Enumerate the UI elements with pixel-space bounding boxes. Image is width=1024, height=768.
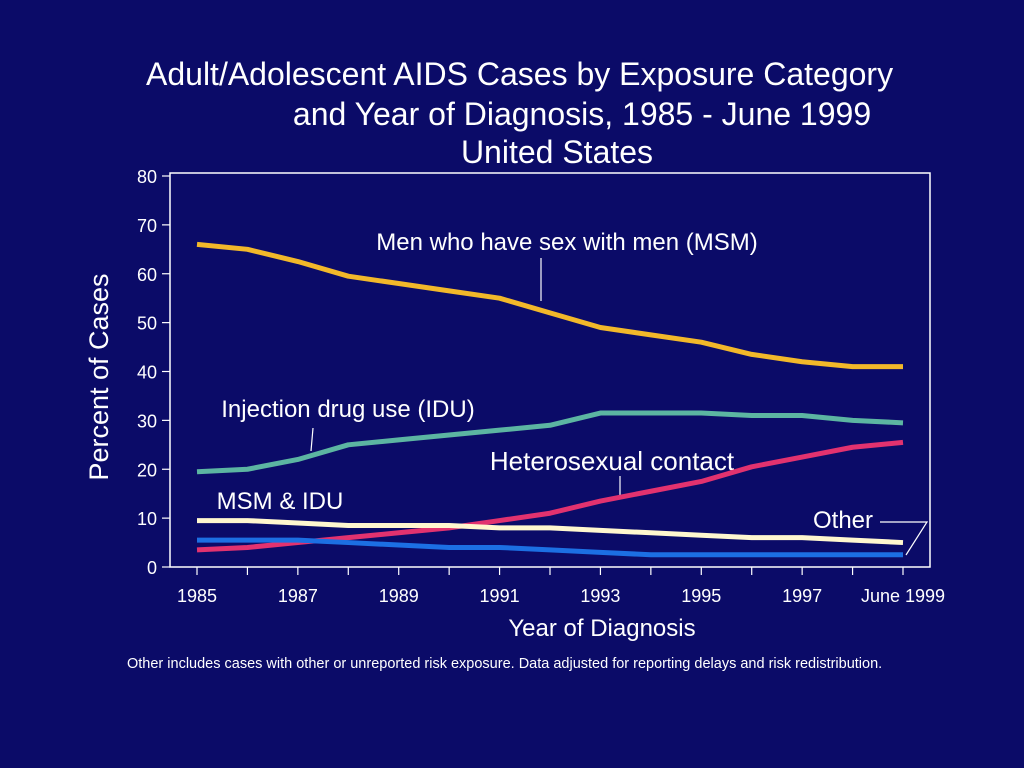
y-tick-label: 10 [137,509,157,529]
series-line [197,518,904,546]
footnote: Other includes cases with other or unrep… [127,656,883,672]
x-tick-label: June 1999 [861,586,945,606]
y-tick-label: 0 [147,558,157,578]
title-line: United States [461,134,653,170]
y-tick-label: 40 [137,363,157,383]
series-label: Heterosexual contact [490,446,735,476]
title-line: Adult/Adolescent AIDS Cases by Exposure … [146,56,893,92]
series-label: Injection drug use (IDU) [221,396,474,423]
y-tick-label: 30 [137,411,157,431]
y-axis-label: Percent of Cases [84,273,114,480]
y-tick-label: 80 [137,167,157,187]
series-label: Men who have sex with men (MSM) [376,229,757,256]
x-tick-label: 1991 [480,586,520,606]
y-tick-label: 60 [137,265,157,285]
y-tick-label: 20 [137,460,157,480]
x-axis-label: Year of Diagnosis [508,615,695,642]
series-line [197,537,903,558]
x-tick-label: 1993 [580,586,620,606]
series-label: MSM & IDU [217,488,344,515]
leader-line [880,521,929,556]
x-tick-label: 1997 [782,586,822,606]
x-tick-label: 1987 [278,586,318,606]
series-line [196,410,904,475]
leader-line [310,427,314,452]
x-tick-label: 1989 [379,586,419,606]
title-line: and Year of Diagnosis, 1985 - June 1999 [293,96,871,132]
x-tick-label: 1995 [681,586,721,606]
y-tick-label: 70 [137,216,157,236]
series-line [196,241,903,370]
y-tick-label: 50 [137,314,157,334]
series-label: Other [813,507,873,534]
x-tick-label: 1985 [177,586,217,606]
leaders [310,258,929,556]
